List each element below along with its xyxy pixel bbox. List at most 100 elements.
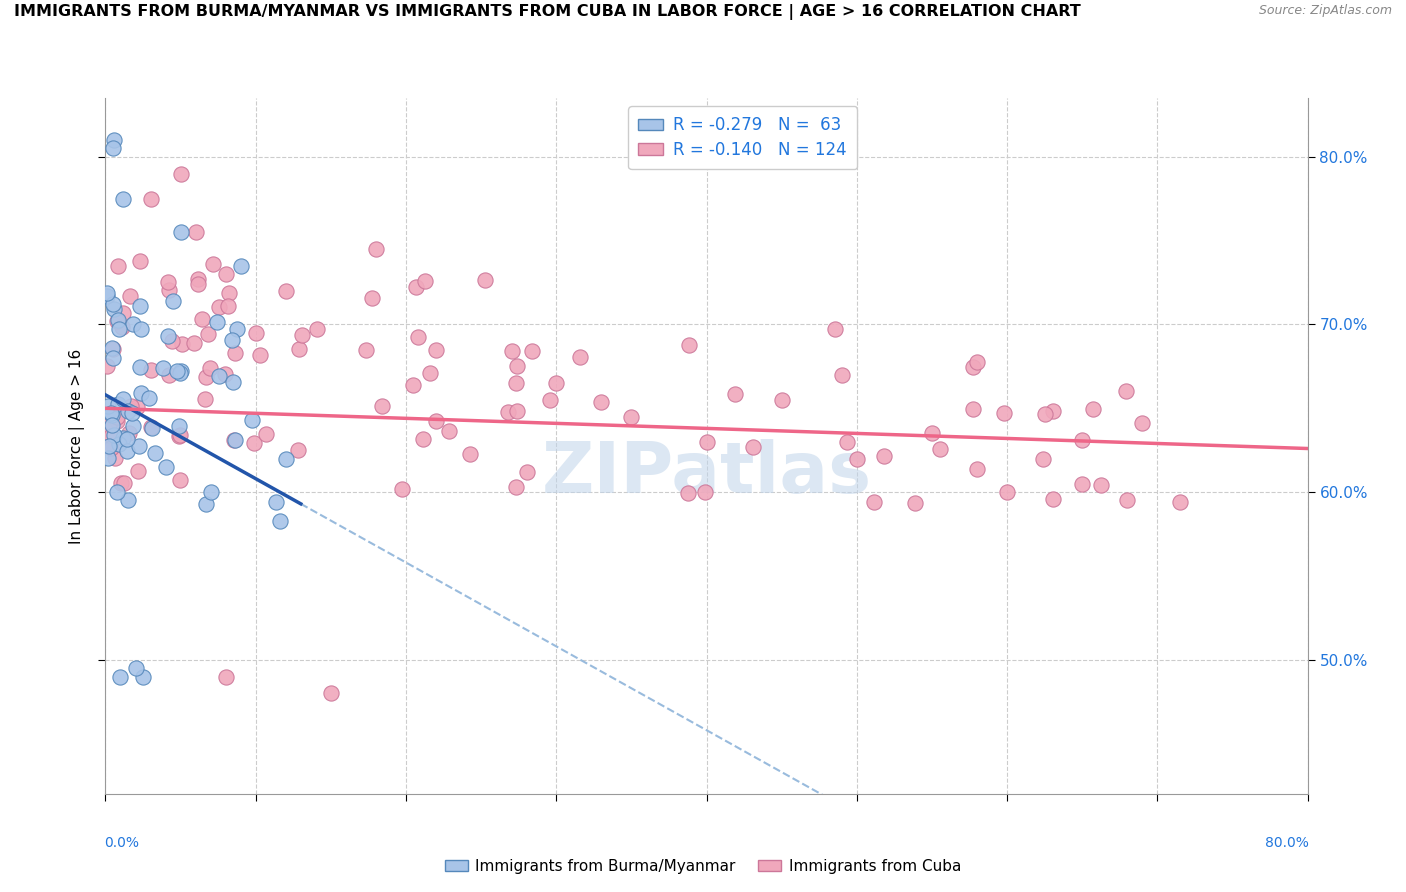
Point — [107, 312, 129, 326]
Point — [112, 475, 135, 490]
Point — [264, 494, 287, 508]
Point — [101, 341, 124, 355]
Point — [1071, 476, 1094, 491]
Point — [97, 400, 120, 414]
Point — [226, 321, 249, 335]
Point — [221, 333, 243, 347]
Point — [205, 315, 228, 329]
Point — [100, 442, 122, 456]
Point — [678, 337, 700, 351]
Point — [108, 436, 131, 450]
Point — [837, 435, 859, 450]
Point — [107, 485, 129, 500]
Point — [105, 314, 128, 328]
Point — [167, 419, 190, 434]
Point — [97, 450, 120, 465]
Point — [127, 464, 149, 478]
Point — [371, 400, 394, 414]
Point — [966, 462, 988, 476]
Point — [288, 342, 311, 356]
Point — [243, 436, 266, 450]
Point — [863, 495, 886, 509]
Point — [425, 343, 447, 357]
Point — [724, 387, 747, 401]
Point — [214, 267, 236, 281]
Point — [287, 442, 309, 457]
Point — [391, 482, 413, 496]
Point — [162, 294, 184, 309]
Point — [305, 322, 328, 336]
Point — [245, 326, 267, 340]
Y-axis label: In Labor Force | Age > 16: In Labor Force | Age > 16 — [69, 349, 86, 543]
Point — [194, 392, 217, 406]
Point — [229, 259, 252, 273]
Point — [194, 497, 217, 511]
Point — [129, 386, 152, 401]
Point — [127, 400, 149, 414]
Point — [1083, 402, 1105, 417]
Point — [962, 401, 984, 416]
Point — [110, 669, 132, 683]
Point — [183, 336, 205, 351]
Point — [169, 225, 191, 239]
Point — [108, 322, 131, 336]
Point — [157, 368, 180, 383]
Point — [160, 334, 183, 349]
Point — [222, 375, 245, 389]
Point — [115, 444, 138, 458]
Point — [132, 669, 155, 683]
Point — [696, 434, 718, 449]
Point — [143, 446, 166, 460]
Point — [501, 344, 523, 359]
Point — [101, 141, 124, 155]
Point — [98, 418, 121, 433]
Point — [995, 485, 1018, 500]
Point — [824, 322, 846, 336]
Point — [1116, 493, 1139, 508]
Point — [405, 280, 427, 294]
Point — [569, 350, 592, 364]
Point — [274, 451, 297, 466]
Point — [516, 465, 538, 479]
Point — [101, 351, 124, 366]
Point — [117, 493, 139, 508]
Point — [101, 418, 124, 433]
Point — [152, 360, 174, 375]
Point — [1130, 416, 1153, 430]
Point — [166, 363, 188, 377]
Point — [993, 406, 1015, 420]
Point — [96, 289, 118, 303]
Point — [96, 286, 118, 301]
Text: Source: ZipAtlas.com: Source: ZipAtlas.com — [1258, 4, 1392, 18]
Point — [103, 428, 125, 442]
Point — [217, 299, 239, 313]
Point — [141, 420, 163, 434]
Point — [169, 366, 191, 380]
Point — [169, 473, 191, 487]
Point — [121, 406, 143, 420]
Point — [139, 419, 162, 434]
Point — [129, 322, 152, 336]
Point — [124, 661, 146, 675]
Point — [139, 363, 162, 377]
Point — [138, 392, 160, 406]
Legend: R = -0.279   N =  63, R = -0.140   N = 124: R = -0.279 N = 63, R = -0.140 N = 124 — [628, 106, 856, 169]
Point — [112, 431, 135, 445]
Point — [269, 514, 291, 528]
Point — [921, 426, 943, 441]
Point — [155, 459, 177, 474]
Point — [105, 409, 128, 424]
Point — [110, 476, 132, 491]
Point — [101, 297, 124, 311]
Point — [103, 301, 125, 316]
Point — [156, 275, 179, 289]
Point — [538, 392, 561, 407]
Point — [274, 284, 297, 298]
Point — [291, 327, 314, 342]
Point — [1032, 451, 1054, 466]
Point — [425, 414, 447, 428]
Point — [169, 167, 191, 181]
Point — [201, 257, 224, 271]
Point — [96, 359, 118, 374]
Text: ZIPatlas: ZIPatlas — [541, 440, 872, 508]
